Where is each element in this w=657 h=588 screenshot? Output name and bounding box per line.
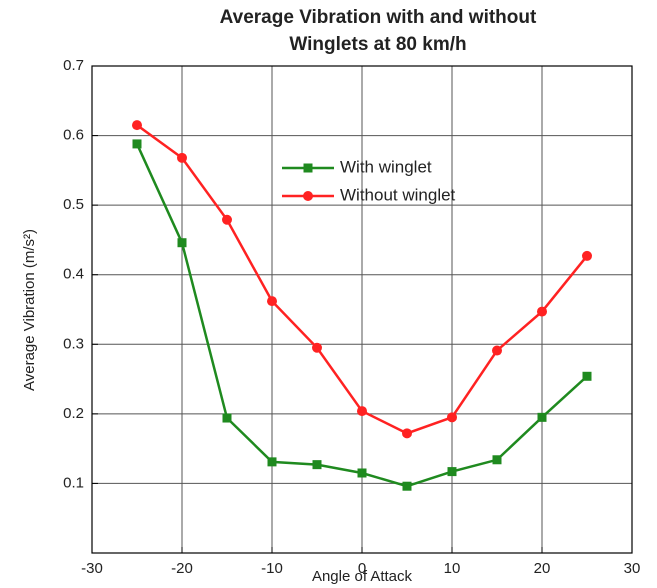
legend-label: Without winglet — [340, 185, 456, 204]
x-tick-label: 30 — [624, 560, 641, 577]
point — [402, 428, 412, 439]
point — [132, 139, 142, 149]
y-tick-label: 0.4 — [63, 266, 84, 283]
point — [357, 468, 367, 478]
point — [222, 214, 232, 225]
x-tick-label: 0 — [358, 560, 366, 577]
point — [537, 412, 547, 422]
point — [537, 306, 547, 317]
legend-marker — [303, 163, 313, 173]
point — [492, 455, 502, 465]
y-axis-label: Average Vibration (m/s²) — [21, 229, 38, 391]
y-tick-label: 0.5 — [63, 196, 84, 213]
legend-marker — [303, 191, 313, 201]
x-tick-label: 20 — [534, 560, 551, 577]
point — [312, 460, 322, 470]
legend-label: With winglet — [340, 157, 432, 176]
point — [402, 481, 412, 491]
point — [222, 413, 232, 423]
point — [312, 342, 322, 353]
point — [447, 467, 457, 477]
point — [492, 345, 502, 356]
y-tick-label: 0.6 — [63, 127, 84, 144]
point — [177, 152, 187, 163]
plot-frame — [91, 65, 633, 554]
point — [177, 238, 187, 248]
x-tick-label: -30 — [81, 560, 103, 577]
point — [447, 412, 457, 423]
y-tick-label: 0.3 — [63, 335, 84, 352]
x-tick-label: 10 — [444, 560, 461, 577]
chart-title: Winglets at 80 km/h — [289, 34, 466, 55]
point — [582, 371, 592, 381]
point — [357, 406, 367, 417]
point — [267, 457, 277, 467]
chart-title: Average Vibration with and without — [220, 7, 537, 28]
point — [582, 250, 592, 261]
point — [132, 120, 142, 131]
y-tick-label: 0.7 — [63, 57, 84, 74]
x-tick-label: -20 — [171, 560, 193, 577]
x-axis-label: Angle of Attack — [312, 568, 413, 585]
point — [267, 296, 277, 307]
y-tick-label: 0.2 — [63, 405, 84, 422]
y-tick-label: 0.1 — [63, 474, 84, 491]
x-tick-label: -10 — [261, 560, 283, 577]
